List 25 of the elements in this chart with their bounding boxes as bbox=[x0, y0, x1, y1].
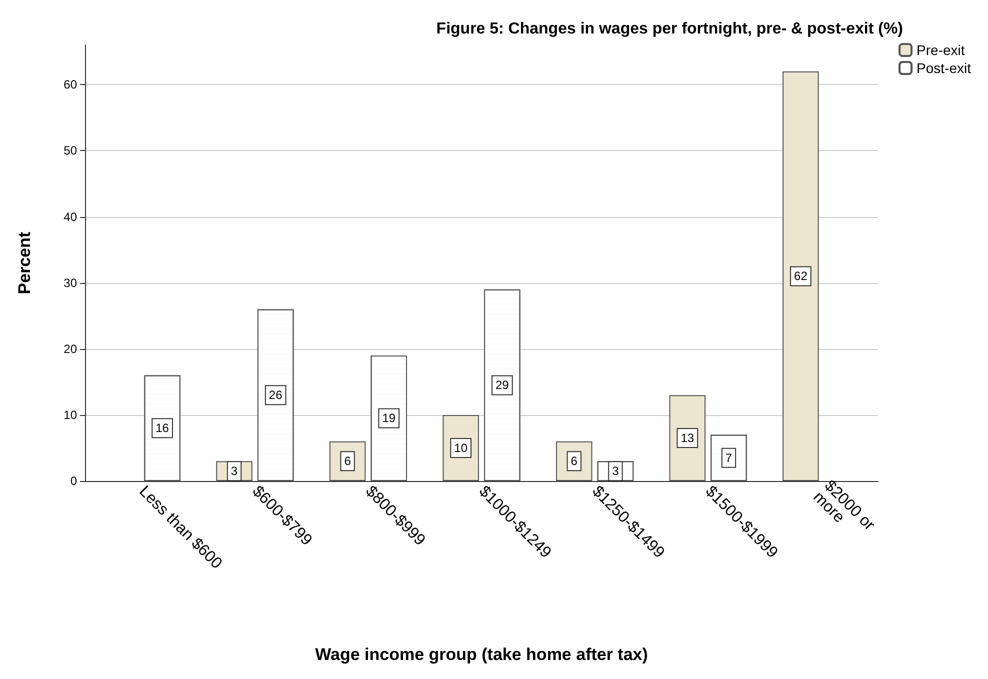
y-tick-label: 40 bbox=[64, 210, 78, 224]
y-tick-label: 10 bbox=[64, 408, 78, 422]
chart-title: Figure 5: Changes in wages per fortnight, pre- & post-exit (%) bbox=[436, 20, 903, 38]
legend-label: Pre-exit bbox=[916, 42, 965, 58]
data-label: 6 bbox=[344, 454, 352, 468]
data-label: 62 bbox=[794, 269, 808, 284]
y-tick-label: 60 bbox=[64, 78, 78, 92]
bar bbox=[782, 71, 819, 481]
data-label: 10 bbox=[454, 440, 468, 455]
data-label: 13 bbox=[680, 431, 694, 446]
data-label: 3 bbox=[230, 464, 238, 478]
data-label: 29 bbox=[495, 378, 510, 392]
data-label: 6 bbox=[570, 454, 578, 468]
data-label: 3 bbox=[612, 464, 620, 478]
data-label: 7 bbox=[725, 450, 732, 465]
y-tick-label: 0 bbox=[70, 474, 78, 488]
y-tick-label: 20 bbox=[64, 342, 78, 356]
data-label: 16 bbox=[156, 421, 170, 436]
data-label: 26 bbox=[268, 388, 283, 402]
y-tick-label: 50 bbox=[64, 144, 78, 158]
legend-label: Post-exit bbox=[916, 60, 972, 76]
y-tick-label: 30 bbox=[64, 276, 78, 290]
y-axis-title: Percent bbox=[15, 231, 34, 294]
x-axis-title: Wage income group (take home after tax) bbox=[315, 645, 648, 664]
data-label: 19 bbox=[382, 411, 396, 426]
